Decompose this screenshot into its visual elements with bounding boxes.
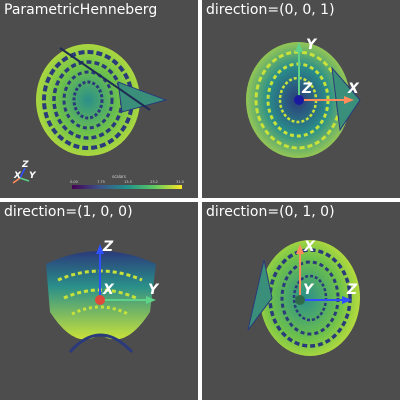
surface-render-x: Z X Y: [46, 239, 160, 354]
axes-triad: Z X Y: [95, 239, 160, 305]
orient-label-x: X: [13, 171, 22, 181]
viewport-title: direction=(1, 0, 0): [4, 204, 133, 220]
axis-label-y: Y: [306, 37, 318, 53]
scalar-bar-tick: 23.2: [150, 180, 158, 184]
orient-label-y: Y: [29, 171, 37, 181]
scalar-bar-gradient: [72, 185, 182, 189]
viewport-title: direction=(0, 0, 1): [206, 2, 335, 18]
axis-label-y: Y: [303, 282, 315, 298]
henneberg-surface: [36, 44, 140, 156]
viewport-direction-y[interactable]: X Y Z direction=(0, 1, 0): [202, 202, 400, 400]
axis-label-x: X: [102, 282, 115, 298]
scalar-bar-tick: 31.0: [176, 180, 184, 184]
axis-label-z: Z: [301, 81, 313, 97]
axis-label-z: Z: [102, 239, 114, 255]
axis-label-x: X: [347, 81, 360, 97]
scalar-bar-tick: 15.5: [124, 180, 132, 184]
orientation-widget[interactable]: Z X Y: [12, 160, 37, 184]
orient-label-z: Z: [21, 160, 29, 170]
scalar-bar: scalars 0.00 7.75 15.5 23.2 31.0: [70, 174, 184, 189]
surface-fin: [247, 259, 273, 331]
axis-label-z: Z: [346, 282, 358, 298]
axes-triad: Y Z X: [294, 37, 360, 105]
viewport-direction-x[interactable]: Z X Y direction=(1, 0, 0): [0, 202, 198, 400]
henneberg-surface: [260, 240, 360, 356]
scalar-bar-tick: 0.00: [70, 180, 78, 184]
viewport-title: ParametricHenneberg: [4, 2, 158, 18]
surface-render-y: X Y Z: [247, 239, 360, 356]
surface-fin: [117, 81, 168, 113]
axes-triad: X Y Z: [295, 239, 358, 305]
surface-render-z: Y Z X: [246, 37, 361, 158]
viewport-direction-z[interactable]: Y Z X direction=(0, 0, 1): [202, 0, 400, 198]
viewport-title: direction=(0, 1, 0): [206, 204, 335, 220]
axis-label-y: Y: [148, 282, 160, 298]
scalar-bar-title: scalars: [112, 174, 126, 179]
viewport-main[interactable]: Z X Y scalars 0.00 7.75: [0, 0, 198, 198]
scalar-bar-tick: 7.75: [97, 180, 105, 184]
axis-label-x: X: [303, 239, 316, 255]
surface-render-main: Z X Y scalars 0.00 7.75: [12, 44, 184, 189]
